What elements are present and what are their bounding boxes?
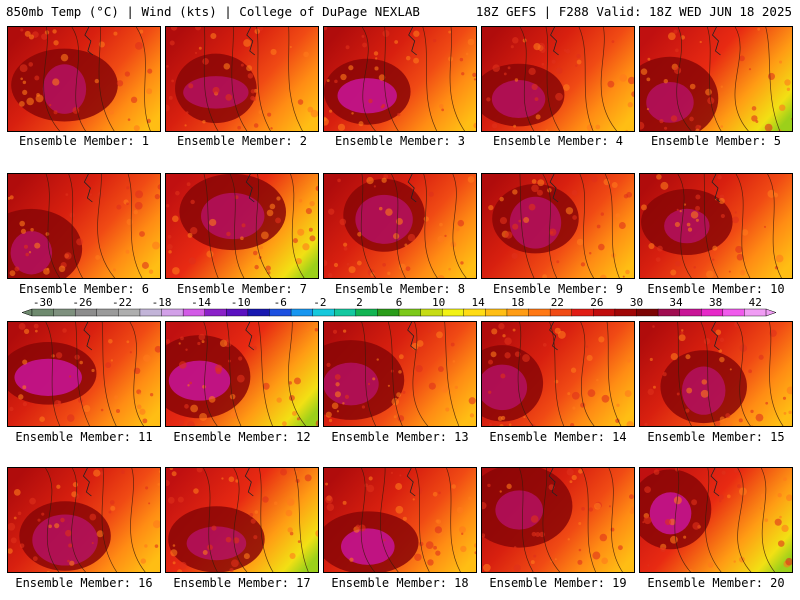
colorbar-swatch [679,308,702,317]
colorbar-tick-label: -6 [274,296,287,309]
colorbar-tick-label: 34 [669,296,683,309]
colorbar-swatch [182,308,206,317]
ensemble-member-caption: Ensemble Member: 19 [489,576,627,590]
colorbar-max-arrow [765,308,777,317]
ensemble-member-caption: Ensemble Member: 18 [331,576,469,590]
ensemble-map-panel [7,26,161,132]
ensemble-member-caption: Ensemble Member: 11 [15,430,153,444]
colorbar-swatch [355,308,378,317]
colorbar-tick-label: -30 [33,296,53,309]
ensemble-map-panel [165,173,319,279]
colorbar-tick-label: -18 [152,296,172,309]
colorbar-swatch [269,308,292,317]
colorbar-tick-label: 10 [432,296,445,309]
colorbar-swatch [118,308,141,317]
colorbar-swatch [549,308,573,317]
colorbar-swatch [377,308,400,317]
colorbar-swatch [441,308,465,317]
ensemble-member-caption: Ensemble Member: 10 [647,282,785,296]
ensemble-map-panel [639,321,793,427]
colorbar-tick-label: 2 [356,296,363,309]
colorbar-tick-label: 42 [749,296,762,309]
ensemble-map-panel [165,467,319,573]
colorbar-swatch [247,308,270,317]
ensemble-member-caption: Ensemble Member: 13 [331,430,469,444]
ensemble-member-caption: Ensemble Member: 16 [15,576,153,590]
colorbar-swatch [701,308,724,317]
colorbar-tick-label: 14 [472,296,486,309]
ensemble-map-panel [323,321,477,427]
ensemble-member-caption: Ensemble Member: 12 [173,430,311,444]
chart-title: 850mb Temp (°C) | Wind (kts) | College o… [6,4,420,19]
colorbar-min-arrow [21,308,33,317]
ensemble-member-caption: Ensemble Member: 1 [18,134,150,148]
colorbar-swatch [722,308,745,317]
colorbar-swatch [204,308,227,317]
colorbar-tick-label: -10 [231,296,251,309]
colorbar-swatch [226,308,249,317]
ensemble-member-caption: Ensemble Member: 3 [334,134,466,148]
colorbar-swatch [463,308,486,317]
ensemble-member-caption: Ensemble Member: 5 [650,134,782,148]
ensemble-member-caption: Ensemble Member: 15 [647,430,785,444]
colorbar-tick-label: 18 [511,296,524,309]
colorbar-swatch [614,308,637,317]
colorbar-swatch [593,308,616,317]
colorbar-tick-label: -2 [313,296,326,309]
colorbar-swatch [290,308,314,317]
ensemble-map-panel [7,467,161,573]
colorbar-tick-label: 30 [630,296,643,309]
colorbar-swatch [506,308,530,317]
colorbar-tick-label: -22 [112,296,132,309]
colorbar-swatch [74,308,98,317]
ensemble-member-caption: Ensemble Member: 20 [647,576,785,590]
colorbar-swatch [139,308,163,317]
ensemble-map-panel [639,467,793,573]
ensemble-map-panel [323,173,477,279]
ensemble-member-caption: Ensemble Member: 7 [176,282,308,296]
colorbar-swatch [420,308,443,317]
ensemble-member-caption: Ensemble Member: 14 [489,430,627,444]
ensemble-map-panel [639,26,793,132]
ensemble-map-panel [481,26,635,132]
ensemble-member-caption: Ensemble Member: 9 [492,282,624,296]
colorbar-swatch [571,308,594,317]
colorbar-swatch [334,308,357,317]
colorbar-swatch [31,308,55,317]
model-run-info: 18Z GEFS | F288 Valid: 18Z WED JUN 18 20… [475,4,792,19]
colorbar-tick-label: -26 [72,296,92,309]
ensemble-map-panel [481,173,635,279]
ensemble-map-panel [481,321,635,427]
ensemble-member-caption: Ensemble Member: 17 [173,576,311,590]
colorbar-swatch [398,308,422,317]
colorbar-swatch [161,308,184,317]
ensemble-map-panel [165,321,319,427]
ensemble-map-panel [481,467,635,573]
ensemble-map-panel [323,467,477,573]
ensemble-member-caption: Ensemble Member: 8 [334,282,466,296]
ensemble-member-caption: Ensemble Member: 6 [18,282,150,296]
colorbar-swatch [528,308,551,317]
colorbar-tick-label: 6 [396,296,403,309]
ensemble-map-panel [7,173,161,279]
colorbar-swatch [744,308,767,317]
colorbar-tick-label: -14 [191,296,211,309]
ensemble-map-panel [639,173,793,279]
colorbar-swatch [636,308,659,317]
colorbar-swatch [657,308,681,317]
ensemble-map-panel [7,321,161,427]
colorbar-swatch [312,308,335,317]
colorbar-swatch [485,308,508,317]
temperature-colorbar: -30 -26 -22 -18 -14 -10 -6 -2 2 6 10 14 18 22 26 30 34 38… [21,296,777,317]
colorbar-swatch [96,308,119,317]
colorbar-tick-label: 22 [551,296,564,309]
colorbar-swatch [53,308,76,317]
colorbar-tick-label: 26 [590,296,603,309]
ensemble-member-caption: Ensemble Member: 4 [492,134,624,148]
ensemble-map-panel [323,26,477,132]
ensemble-member-caption: Ensemble Member: 2 [176,134,308,148]
colorbar-tick-label: 38 [709,296,722,309]
ensemble-map-panel [165,26,319,132]
